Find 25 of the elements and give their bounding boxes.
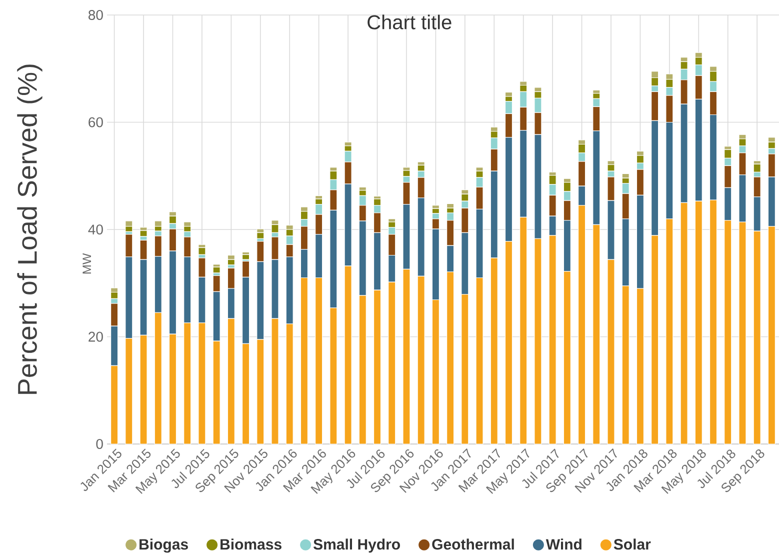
- legend-label: Wind: [546, 538, 582, 550]
- y-tick-label: 80: [88, 10, 103, 20]
- text: MW: [82, 253, 91, 274]
- legend-label: Small Hydro: [313, 538, 400, 553]
- y-tick-label: 20: [88, 332, 103, 342]
- chart-title: Chart title: [368, 14, 452, 30]
- bar: [753, 164, 761, 172]
- legend-label: Biogas: [140, 538, 188, 553]
- legend-label: Solar: [614, 538, 651, 550]
- y-tick-label: 60: [88, 117, 103, 128]
- bar: [227, 259, 235, 266]
- bar: [256, 232, 264, 239]
- bar: [242, 252, 250, 256]
- y-tick-label: 40: [88, 224, 103, 234]
- bar: [140, 230, 148, 237]
- y-tick-label: 0: [96, 439, 103, 449]
- bar: [110, 292, 118, 299]
- bar: [271, 224, 279, 234]
- y-axis-title: Percent of Load Served (%): [17, 64, 42, 394]
- legend-label: Geothermal: [432, 538, 514, 550]
- bar: [212, 266, 220, 274]
- legend-label: Biomass: [220, 538, 282, 550]
- bar: [198, 247, 206, 256]
- bar: [432, 205, 440, 209]
- bar: [154, 220, 162, 227]
